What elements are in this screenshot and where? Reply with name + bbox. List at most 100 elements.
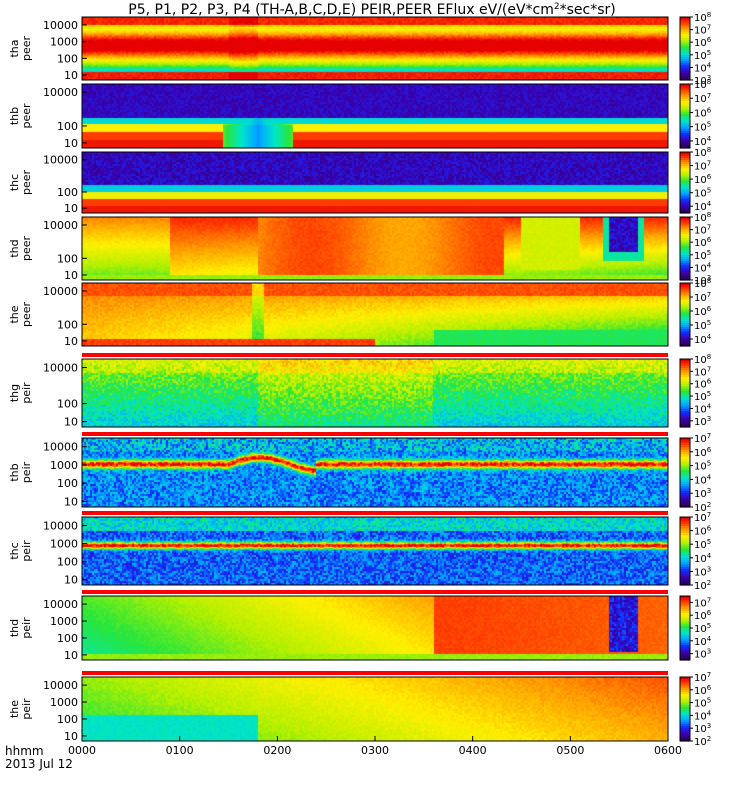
colorbar-frame [679, 676, 691, 742]
colorbar-cell [680, 196, 690, 200]
colorbar-tick-label: 105 [694, 187, 711, 200]
colorbar-tick-label: 107 [694, 671, 711, 684]
y-tick-label: 10000 [43, 154, 78, 167]
colorbar-cell [680, 162, 690, 165]
panel-frame [81, 595, 669, 661]
colorbar-tick-label: 105 [694, 697, 711, 710]
colorbar-cell [680, 681, 690, 684]
colorbar-cell [680, 726, 690, 729]
colorbar-cell [680, 732, 690, 736]
colorbar-cell [680, 647, 690, 650]
colorbar-tick-label: 108 [694, 146, 711, 159]
colorbar-cell [680, 532, 690, 536]
colorbar-cell [680, 484, 690, 487]
colorbar-cell [680, 406, 690, 410]
colorbar-cell [680, 38, 690, 41]
colorbar-tick-label: 104 [694, 552, 712, 565]
colorbar-cell [680, 235, 690, 239]
colorbar-cell [680, 176, 690, 180]
colorbar-cell [680, 537, 690, 541]
colorbar-cell [680, 160, 690, 163]
x-date-label: 2013 Jul 12 [5, 757, 73, 771]
colorbar-cell [680, 200, 690, 204]
x-time-label: hhmm [5, 744, 44, 758]
colorbar-cell [680, 523, 690, 527]
colorbar-cell [680, 308, 690, 311]
colorbar-cell [680, 180, 690, 184]
y-tick-label: 100 [57, 632, 78, 645]
colorbar-cell [680, 184, 690, 188]
colorbar-cell [680, 295, 690, 299]
colorbar-cell [680, 467, 690, 471]
colorbar-cell [680, 730, 690, 734]
y-tick-label: 1000 [50, 696, 78, 709]
colorbar-cell [680, 248, 690, 252]
colorbar-cell [680, 170, 690, 173]
colorbar-cell [680, 198, 690, 202]
colorbar-cell [680, 604, 690, 608]
colorbar-cell [680, 217, 690, 220]
y-tick-label: 1000 [50, 615, 78, 628]
x-tick-label: 0000 [68, 744, 96, 757]
x-tick-label: 0200 [263, 744, 291, 757]
colorbar-tick-label: 105 [694, 249, 711, 262]
y-tick-label: 1000 [50, 36, 78, 49]
colorbar-cell [680, 711, 690, 714]
mode-bar [82, 590, 668, 594]
colorbar-cell [680, 44, 690, 47]
colorbar-cell [680, 67, 690, 71]
panel-product-label: peir [20, 617, 33, 639]
colorbar-cell [680, 172, 690, 175]
colorbar-cell [680, 698, 690, 702]
colorbar-tick-label: 104 [694, 709, 712, 722]
colorbar-cell [680, 69, 690, 73]
colorbar-cell [680, 413, 690, 417]
colorbar-cell [680, 630, 690, 633]
colorbar-cell [680, 608, 690, 612]
mode-bar [82, 671, 668, 675]
colorbar-cell [680, 551, 690, 554]
colorbar-cell [680, 19, 690, 22]
colorbar-cell [680, 259, 690, 262]
colorbar-cell [680, 560, 690, 563]
colorbar-cell [680, 227, 690, 231]
colorbar-cell [680, 341, 690, 345]
colorbar-cell [680, 397, 690, 401]
colorbar-cell [680, 408, 690, 412]
y-tick-label: 10000 [43, 679, 78, 692]
colorbar-cell [680, 562, 690, 566]
colorbar-cell [680, 530, 690, 534]
colorbar-tick-label: 108 [694, 277, 711, 290]
colorbar-cell [680, 625, 690, 629]
colorbar-tick-label: 105 [694, 121, 711, 134]
colorbar-cell [680, 386, 690, 390]
y-tick-label: 1000 [50, 538, 78, 551]
y-tick-label: 10 [64, 202, 78, 215]
colorbar-cell [680, 229, 690, 233]
colorbar-cell [680, 500, 690, 503]
colorbar-cell [680, 719, 690, 723]
colorbar-cell [680, 734, 690, 738]
colorbar-cell [680, 128, 690, 132]
colorbar-tick-label: 106 [694, 525, 712, 538]
colorbar-cell [680, 145, 690, 149]
colorbar-cell [680, 103, 690, 106]
colorbar-frame [679, 282, 691, 347]
colorbar-cell [680, 29, 690, 33]
panel-product-label: peer [20, 170, 33, 196]
colorbar-cell [680, 600, 690, 603]
panel-frame [81, 16, 669, 81]
panel-product-label: peer [20, 103, 33, 129]
colorbar-cell [680, 424, 690, 428]
colorbar-cell [680, 713, 690, 716]
colorbar-cell [680, 109, 690, 113]
y-tick-label: 10000 [43, 598, 78, 611]
colorbar-cell [680, 178, 690, 182]
colorbar-tick-label: 105 [694, 49, 711, 62]
colorbar-cell [680, 465, 690, 469]
